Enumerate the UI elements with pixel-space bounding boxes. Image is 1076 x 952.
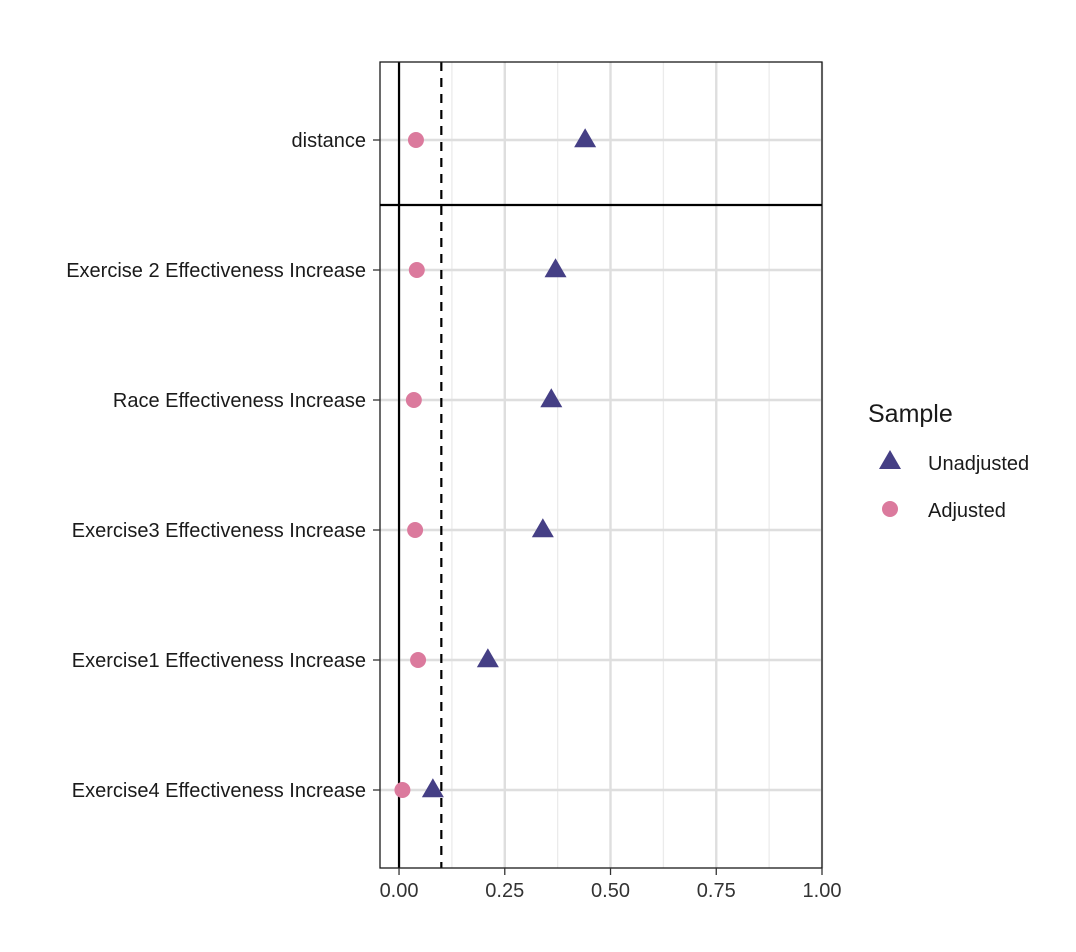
x-tick-label: 0.50 — [591, 880, 630, 902]
x-tick-label: 1.00 — [803, 880, 842, 902]
point-unadjusted — [544, 258, 567, 278]
legend: Sample Unadjusted Adjusted — [868, 400, 1029, 522]
x-tick-label: 0.75 — [697, 880, 736, 902]
data-points — [394, 128, 597, 798]
point-adjusted — [407, 522, 424, 538]
x-axis: 0.00 0.25 0.50 0.75 1.00 — [380, 868, 842, 902]
legend-marker-unadjusted — [879, 450, 901, 469]
legend-label-adjusted: Adjusted — [928, 500, 1006, 522]
y-axis: distance Exercise 2 Effectiveness Increas… — [66, 130, 380, 802]
plot-panel — [379, 61, 823, 869]
legend-marker-adjusted — [882, 501, 898, 517]
grid-lines — [380, 62, 824, 868]
legend-title: Sample — [868, 400, 953, 428]
point-adjusted — [405, 392, 422, 408]
point-unadjusted — [574, 128, 597, 148]
x-tick-label: 0.25 — [485, 880, 524, 902]
y-tick-label: Exercise1 Effectiveness Increase — [72, 650, 366, 672]
point-unadjusted — [476, 648, 499, 668]
point-adjusted — [407, 132, 424, 148]
point-unadjusted — [540, 388, 563, 408]
point-unadjusted — [531, 518, 554, 538]
y-tick-label: Exercise 2 Effectiveness Increase — [66, 260, 366, 282]
reference-lines — [397, 62, 443, 868]
x-tick-label: 0.00 — [380, 880, 419, 902]
legend-label-unadjusted: Unadjusted — [928, 453, 1029, 475]
point-adjusted — [408, 262, 425, 278]
point-adjusted — [394, 782, 411, 798]
point-adjusted — [410, 652, 427, 668]
y-tick-label: Exercise4 Effectiveness Increase — [72, 780, 366, 802]
point-unadjusted — [421, 778, 444, 798]
y-tick-label: Exercise3 Effectiveness Increase — [72, 520, 366, 542]
y-tick-label: distance — [292, 130, 367, 152]
y-tick-label: Race Effectiveness Increase — [113, 390, 366, 412]
